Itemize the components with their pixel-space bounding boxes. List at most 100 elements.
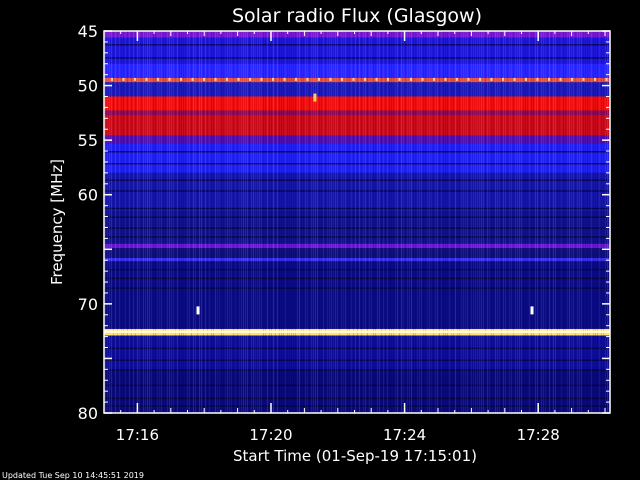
spectrogram-texture: [277, 31, 278, 413]
spectrogram-texture: [487, 31, 488, 413]
spectrogram-texture: [237, 31, 238, 413]
spectrogram-texture: [467, 31, 468, 413]
spectrogram-texture: [281, 31, 282, 413]
spectrogram-texture: [517, 31, 518, 413]
spectrogram-texture: [399, 31, 400, 413]
spectrogram-texture: [205, 31, 206, 413]
spectrogram-texture: [151, 31, 152, 413]
interference-dot: [571, 77, 573, 81]
spectrogram-texture: [339, 31, 340, 413]
spectrogram-texture: [549, 31, 550, 413]
interference-dot: [295, 77, 297, 81]
spectrogram-texture: [213, 31, 214, 413]
y-tick-label: 70: [78, 295, 98, 314]
spectrogram-texture: [409, 31, 410, 413]
spectrogram-texture: [599, 31, 600, 413]
spectrogram-texture: [461, 31, 462, 413]
spectrogram-texture: [481, 31, 482, 413]
spectrogram-texture: [577, 31, 578, 413]
spectrogram-texture: [333, 31, 334, 413]
dark-frequency-line: [104, 347, 610, 349]
spectrogram-texture: [141, 31, 142, 413]
spectrogram-texture: [297, 31, 298, 413]
spectrogram-texture: [373, 31, 374, 413]
spectrogram-texture: [557, 31, 558, 413]
spectrogram-texture: [269, 31, 270, 413]
spectrogram-texture: [215, 31, 216, 413]
spectrogram-texture: [475, 31, 476, 413]
frequency-band: [104, 248, 610, 259]
spectrogram-texture: [601, 31, 602, 413]
interference-dot: [548, 77, 550, 81]
dark-frequency-line: [104, 151, 610, 153]
dark-frequency-line: [104, 287, 610, 289]
spectrogram-texture: [233, 31, 234, 413]
spectrogram-texture: [529, 31, 530, 413]
spectrogram-texture: [451, 31, 452, 413]
spectrogram-texture: [321, 31, 322, 413]
spectrogram-texture: [401, 31, 402, 413]
frequency-band: [104, 143, 610, 173]
footer-timestamp: Updated Tue Sep 10 14:45:51 2019: [2, 471, 144, 480]
spectrogram-texture: [379, 31, 380, 413]
dark-frequency-line: [104, 190, 610, 192]
interference-dot: [157, 77, 159, 81]
y-axis-label: Frequency [MHz]: [48, 159, 66, 285]
spectrogram-texture: [177, 31, 178, 413]
spectrogram-texture: [537, 31, 538, 413]
spectrogram-texture: [527, 31, 528, 413]
spectrogram-texture: [199, 31, 200, 413]
spectrogram-texture: [573, 31, 574, 413]
spectrogram-texture: [485, 31, 486, 413]
dark-frequency-line: [104, 57, 610, 59]
spectrogram-texture: [117, 31, 118, 413]
spectrogram-texture: [579, 31, 580, 413]
frequency-band: [104, 261, 610, 329]
interference-dot: [352, 77, 355, 81]
interference-dot: [180, 77, 182, 81]
spectrogram-texture: [539, 31, 540, 413]
interference-dot: [490, 77, 493, 81]
spectrogram-texture: [477, 31, 478, 413]
spectrogram-texture: [127, 31, 128, 413]
spectrogram-texture: [253, 31, 254, 413]
spectrogram-texture: [221, 31, 222, 413]
interference-dot: [214, 77, 217, 81]
spectrogram-texture: [143, 31, 144, 413]
spectrogram-texture: [589, 31, 590, 413]
frequency-band: [104, 110, 610, 116]
spectrogram-texture: [171, 31, 172, 413]
spectrogram-texture: [581, 31, 582, 413]
spectrogram-texture: [473, 31, 474, 413]
spectrogram-texture: [553, 31, 554, 413]
spectrogram-texture: [183, 31, 184, 413]
interference-dot: [168, 77, 171, 81]
spectrogram-texture: [167, 31, 168, 413]
spectrogram-texture: [513, 31, 514, 413]
spectrogram-texture: [361, 31, 362, 413]
bright-emission-line: [104, 330, 610, 333]
spectrogram-texture: [449, 31, 450, 413]
dark-frequency-line: [104, 369, 610, 371]
spectrogram-texture: [119, 31, 120, 413]
spectrogram-texture: [397, 31, 398, 413]
plot-area: 45 50 55 60 70 80 17:16 17:20 17:24 17:28: [78, 22, 611, 444]
spectrogram-texture: [407, 31, 408, 413]
spectrogram-texture: [593, 31, 594, 413]
spectrogram-texture: [145, 31, 146, 413]
spectrogram-texture: [543, 31, 544, 413]
spectrogram-texture: [587, 31, 588, 413]
spectrogram-texture: [207, 31, 208, 413]
interference-dot: [421, 77, 424, 81]
spectrogram-texture: [265, 31, 266, 413]
interference-dot: [283, 77, 286, 81]
y-tick-label: 55: [78, 131, 98, 150]
spectrogram-texture: [515, 31, 516, 413]
spectrogram-texture: [185, 31, 186, 413]
interference-dot: [479, 77, 481, 81]
spectrogram-texture: [175, 31, 176, 413]
spectrogram-texture: [291, 31, 292, 413]
spectrogram-texture: [499, 31, 500, 413]
y-tick-label: 45: [78, 22, 98, 41]
dark-frequency-line: [104, 179, 610, 181]
